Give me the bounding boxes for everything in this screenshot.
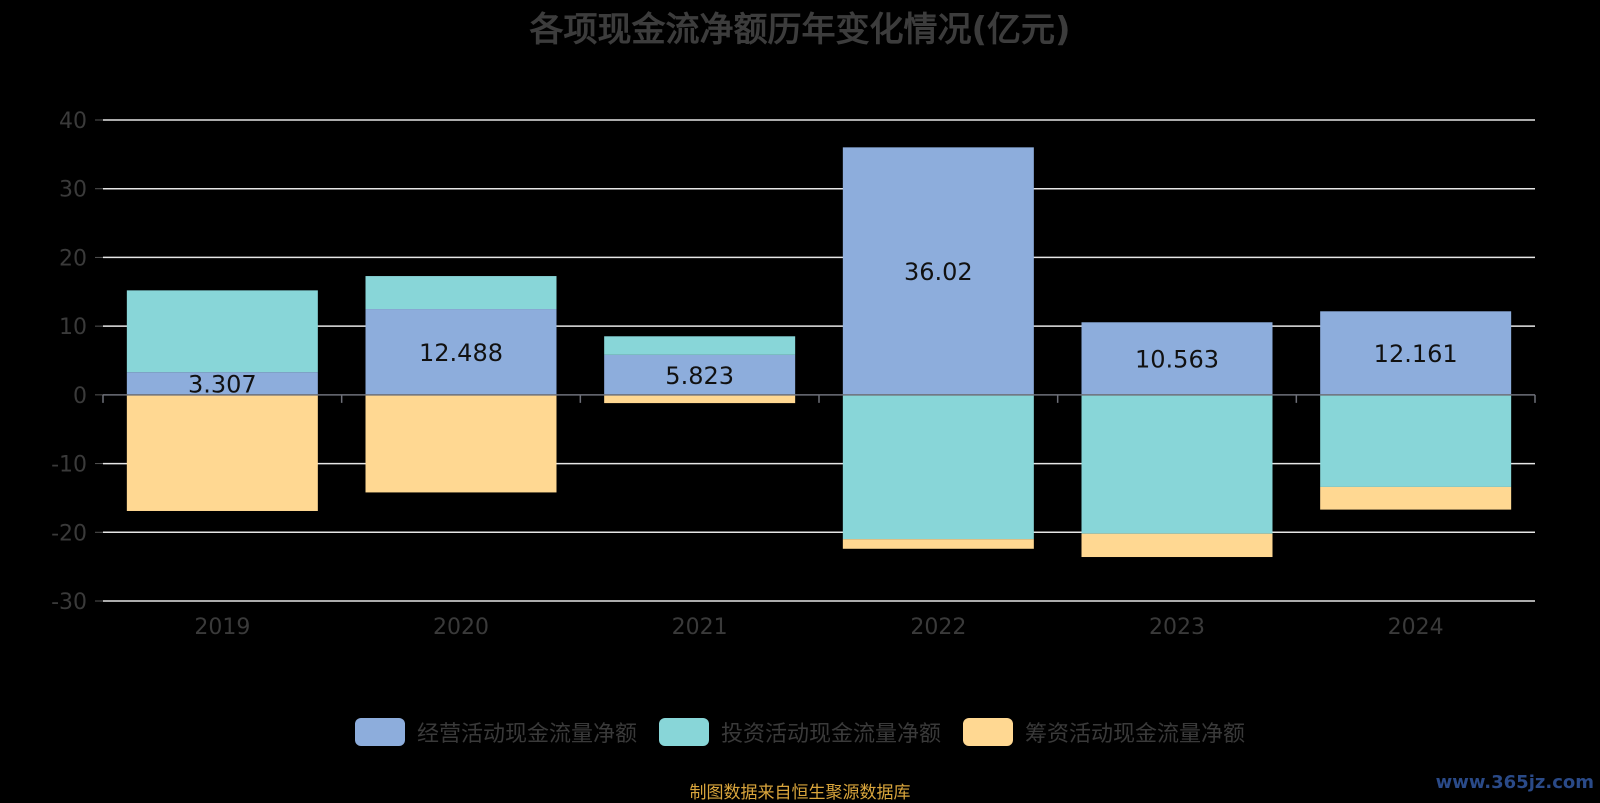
- y-tick-label: -30: [51, 590, 87, 615]
- bar-2023-series-0: [1081, 322, 1273, 395]
- y-tick-label: -20: [51, 521, 87, 546]
- bar-2019-series-0: [126, 372, 318, 395]
- legend-label: 经营活动现金流量净额: [416, 722, 637, 747]
- legend: 经营活动现金流量净额 投资活动现金流量净额 筹资活动现金流量净额: [0, 716, 1600, 748]
- bar-2024-series-1: [1320, 394, 1512, 487]
- y-tick-label: 30: [59, 178, 87, 203]
- y-tick-label: 10: [59, 315, 87, 340]
- bar-2019-series-2: [126, 394, 318, 511]
- data-labels: 3.307 12.488 5.823 36.02 10.563 12.161: [188, 258, 1458, 398]
- stacked-bar-chart: 40 30 20 10 0 -10 -20 -30 3.307 12.488 5.823 36.02…: [51, 109, 1536, 640]
- x-tick-label: 2024: [1388, 615, 1444, 640]
- bar-2020-series-1: [365, 276, 557, 310]
- bar-2022-series-1: [842, 394, 1034, 540]
- legend-swatch: [354, 718, 405, 746]
- y-tick-label: 0: [73, 384, 87, 409]
- y-tick-label: 40: [59, 109, 87, 134]
- grid-lines: [103, 119, 1535, 602]
- x-tick-label: 2019: [194, 615, 250, 640]
- data-label: 12.488: [419, 339, 503, 367]
- bar-2022-series-2: [842, 539, 1034, 549]
- bar-2024-series-0: [1320, 311, 1512, 395]
- y-tick-label: 20: [59, 246, 87, 271]
- data-label: 36.02: [904, 258, 973, 286]
- bar-2021-series-2: [604, 394, 796, 404]
- y-tick-label: -10: [51, 453, 87, 478]
- legend-item[interactable]: 经营活动现金流量净额: [354, 716, 637, 748]
- x-tick-label: 2020: [433, 615, 489, 640]
- bars: [126, 147, 1512, 558]
- bar-2020-series-2: [365, 394, 557, 493]
- bar-2022-series-0: [842, 147, 1034, 395]
- x-tick-label: 2021: [672, 615, 728, 640]
- x-tick-label: 2023: [1149, 615, 1205, 640]
- legend-label: 筹资活动现金流量净额: [1025, 722, 1246, 747]
- bar-2020-series-0: [365, 309, 557, 395]
- data-label: 10.563: [1135, 346, 1219, 374]
- watermark: www.365jz.com: [1435, 772, 1594, 793]
- data-label: 12.161: [1374, 340, 1458, 368]
- chart-title: 各项现金流净额历年变化情况(亿元): [529, 10, 1071, 50]
- x-axis-ticks: 2019 2020 2021 2022 2023 2024: [194, 615, 1443, 640]
- bar-2024-series-2: [1320, 486, 1512, 510]
- bar-2023-series-2: [1081, 533, 1273, 558]
- legend-item[interactable]: 投资活动现金流量净额: [658, 716, 941, 748]
- y-axis-ticks: 40 30 20 10 0 -10 -20 -30: [51, 109, 103, 615]
- x-axis: [102, 394, 1536, 403]
- bar-2019-series-1: [126, 290, 318, 373]
- bar-2023-series-1: [1081, 394, 1273, 534]
- legend-swatch: [658, 718, 709, 746]
- data-label: 5.823: [665, 362, 734, 390]
- data-label: 3.307: [188, 370, 257, 398]
- legend-label: 投资活动现金流量净额: [720, 722, 941, 747]
- source-note: 制图数据来自恒生聚源数据库: [689, 783, 911, 803]
- x-tick-label: 2022: [910, 615, 966, 640]
- legend-item[interactable]: 筹资活动现金流量净额: [963, 716, 1245, 748]
- bar-2021-series-0: [604, 354, 796, 395]
- bar-2021-series-1: [604, 336, 796, 355]
- legend-swatch: [963, 718, 1013, 746]
